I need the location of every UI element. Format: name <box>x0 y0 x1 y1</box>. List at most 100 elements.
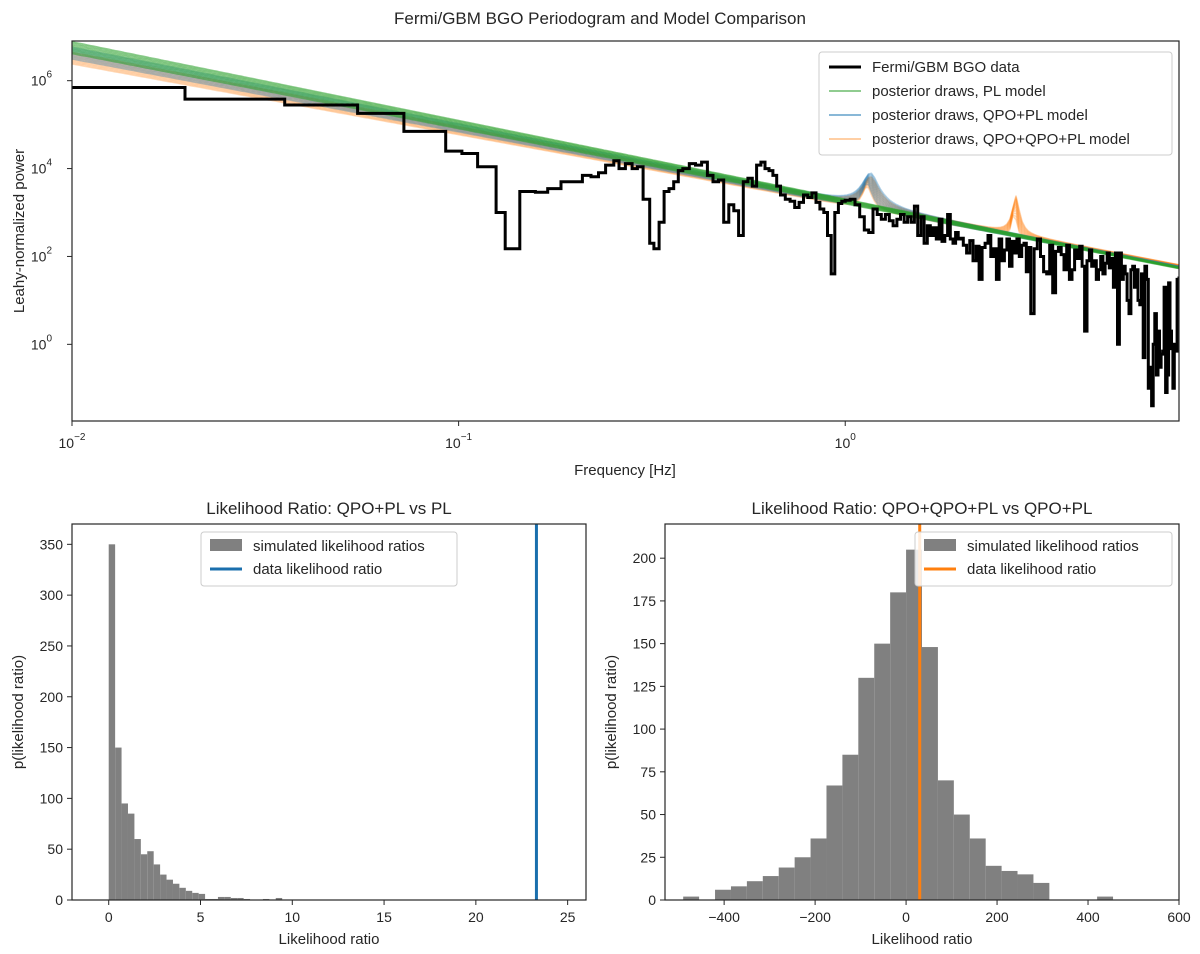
histogram-left-frame <box>71 523 587 901</box>
histogram-bar <box>922 647 938 900</box>
histogram-bar <box>953 814 970 900</box>
histogram-bar <box>1033 882 1050 900</box>
histogram-bar <box>906 549 922 900</box>
y-tick-label: 50 <box>640 807 656 823</box>
y-tick-label: 300 <box>40 587 64 603</box>
data-layer <box>72 86 1179 408</box>
figure-title: Fermi/GBM BGO Periodogram and Model Comp… <box>394 9 806 28</box>
periodogram-panel: 10−2 10−1 100 100 102 104 106 Frequency [Hz] L… <box>11 40 1180 479</box>
legend-swatch-simulated <box>924 539 956 551</box>
legend-label-qpo-pl: posterior draws, QPO+PL model <box>872 107 1088 124</box>
legend-swatch-simulated <box>210 539 242 551</box>
x-tick-label: −400 <box>708 909 740 925</box>
histogram-bar <box>985 865 1002 900</box>
histogram-bar <box>969 838 986 900</box>
histogram-bar <box>153 864 161 900</box>
histogram-bar <box>198 893 206 900</box>
legend-label-data-ratio: data likelihood ratio <box>253 561 382 578</box>
histogram-bar <box>179 887 186 900</box>
data-periodogram-line <box>72 86 1179 408</box>
x-tick-label: 200 <box>985 909 1009 925</box>
histogram-bar <box>810 838 827 900</box>
histogram-right-frame <box>664 523 1180 901</box>
periodogram-ylabel: Leahy-normalized power <box>11 149 28 313</box>
histogram-right-title: Likelihood Ratio: QPO+QPO+PL vs QPO+PL <box>752 499 1093 518</box>
legend-label-data: Fermi/GBM BGO data <box>872 59 1020 76</box>
y-tick-label: 104 <box>31 158 53 177</box>
legend-box <box>914 531 1173 587</box>
y-tick-label: 100 <box>31 333 53 352</box>
histogram-bar <box>166 879 173 900</box>
x-tick-label: 5 <box>197 909 205 925</box>
histogram-bar <box>1017 874 1034 900</box>
histogram-bar <box>147 851 154 900</box>
legend-label-data-ratio: data likelihood ratio <box>967 561 1096 578</box>
legend-label-qpo-qpo-pl: posterior draws, QPO+QPO+PL model <box>872 131 1130 148</box>
histogram-bar <box>230 897 238 900</box>
x-tick-label: 0 <box>105 909 113 925</box>
histogram-bar <box>842 754 859 900</box>
y-tick-label: 350 <box>40 536 64 552</box>
histogram-bar <box>778 867 795 900</box>
y-tick-label: 25 <box>640 849 656 865</box>
histogram-right-ticks: −400 −200 0 200 400 600 0 25 50 75 100 125 150 175 200 <box>633 550 1191 925</box>
histogram-bar <box>108 544 116 900</box>
y-tick-label: 106 <box>31 70 53 89</box>
histogram-bar <box>121 803 128 900</box>
histogram-right-panel: Likelihood Ratio: QPO+QPO+PL vs QPO+PL −… <box>603 499 1191 948</box>
histogram-bar <box>730 886 747 900</box>
y-tick-label: 175 <box>633 593 657 609</box>
histogram-left-panel: Likelihood Ratio: QPO+PL vs PL 0 5 10 15 20 2… <box>10 499 587 948</box>
histogram-bar <box>1097 896 1114 900</box>
histogram-bar <box>217 896 225 900</box>
y-tick-label: 0 <box>55 892 63 908</box>
histogram-bar <box>224 896 231 900</box>
histogram-bar <box>858 677 875 900</box>
x-tick-label: 600 <box>1167 909 1191 925</box>
histogram-bar <box>683 896 700 900</box>
histogram-left-xlabel: Likelihood ratio <box>279 931 380 948</box>
legend-box <box>200 531 458 587</box>
x-tick-label: 15 <box>376 909 392 925</box>
y-tick-label: 200 <box>633 550 657 566</box>
histogram-bar <box>890 592 907 900</box>
y-tick-label: 102 <box>31 245 53 264</box>
histogram-right-legend: simulated likelihood ratios data likelih… <box>914 531 1173 587</box>
x-tick-label: 10−2 <box>59 432 86 451</box>
legend-label-simulated: simulated likelihood ratios <box>253 538 425 555</box>
histogram-left-title: Likelihood Ratio: QPO+PL vs PL <box>206 499 452 518</box>
periodogram-frame <box>71 40 1180 422</box>
posterior-draw-pl <box>72 41 1179 268</box>
histogram-bar <box>134 839 141 900</box>
x-tick-label: 20 <box>468 909 484 925</box>
y-tick-label: 50 <box>47 841 63 857</box>
histogram-bar <box>192 892 199 900</box>
x-tick-label: 10 <box>284 909 300 925</box>
x-tick-label: 400 <box>1076 909 1100 925</box>
y-tick-label: 100 <box>633 721 657 737</box>
y-tick-label: 200 <box>40 689 64 705</box>
histogram-bar <box>1001 870 1018 900</box>
histogram-bar <box>715 889 731 900</box>
y-tick-label: 150 <box>633 636 657 652</box>
histogram-bar <box>237 897 244 900</box>
histogram-left-legend: simulated likelihood ratios data likelih… <box>200 531 458 587</box>
x-tick-label: 100 <box>835 432 857 451</box>
histogram-bar <box>826 785 843 900</box>
y-tick-label: 150 <box>40 740 64 756</box>
x-tick-label: 10−1 <box>445 432 472 451</box>
legend-label-pl: posterior draws, PL model <box>872 83 1046 100</box>
histogram-left-ylabel: p(likelihood ratio) <box>10 655 27 769</box>
y-tick-label: 0 <box>648 892 656 908</box>
legend-box <box>818 51 1173 156</box>
x-tick-label: −200 <box>799 909 831 925</box>
histogram-bar <box>185 890 193 900</box>
histogram-bar <box>275 897 283 900</box>
y-tick-label: 250 <box>40 638 64 654</box>
histogram-bar <box>762 876 779 900</box>
y-tick-label: 100 <box>40 790 64 806</box>
histogram-right-bars <box>683 549 1114 900</box>
legend-label-simulated: simulated likelihood ratios <box>967 538 1139 555</box>
